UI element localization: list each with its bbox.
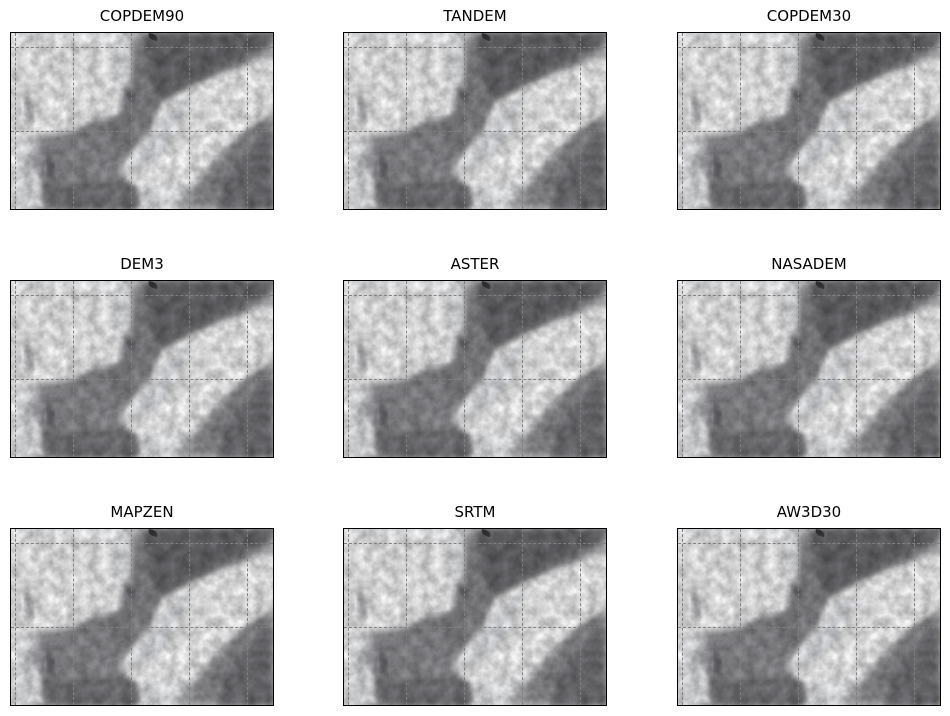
gridline — [348, 33, 349, 209]
hillshade-map — [343, 528, 607, 706]
gridline — [11, 47, 273, 48]
gridline — [406, 281, 407, 457]
hillshade-map — [343, 280, 607, 458]
gridline — [73, 281, 74, 457]
gridline — [678, 295, 940, 296]
gridline — [522, 281, 523, 457]
gridline — [678, 627, 940, 628]
panel-dem3: DEM3 — [10, 255, 274, 458]
gridline — [11, 627, 273, 628]
hillshade-map — [10, 528, 274, 706]
hillshade-map — [10, 280, 274, 458]
gridline — [464, 281, 465, 457]
gridline — [189, 33, 190, 209]
gridline — [580, 281, 581, 457]
gridline — [344, 295, 606, 296]
gridline — [344, 543, 606, 544]
gridline — [11, 379, 273, 380]
gridline — [856, 281, 857, 457]
gridline — [798, 33, 799, 209]
gridline — [11, 131, 273, 132]
gridline — [131, 529, 132, 705]
gridline — [131, 33, 132, 209]
panel-title: SRTM — [454, 503, 496, 521]
gridline — [15, 529, 16, 705]
panel-title: ASTER — [450, 255, 500, 273]
gridline — [189, 281, 190, 457]
gridline — [406, 529, 407, 705]
gridline — [798, 281, 799, 457]
panel-mapzen: MAPZEN — [10, 503, 274, 706]
gridline — [740, 529, 741, 705]
panel-title: AW3D30 — [776, 503, 842, 521]
hillshade-map — [677, 32, 941, 210]
gridline — [682, 281, 683, 457]
panel-title: MAPZEN — [110, 503, 174, 521]
gridline — [247, 529, 248, 705]
gridline — [856, 529, 857, 705]
gridline — [798, 529, 799, 705]
gridline — [580, 529, 581, 705]
gridline — [678, 47, 940, 48]
panel-title: COPDEM30 — [766, 7, 852, 25]
gridline — [856, 33, 857, 209]
gridline — [344, 47, 606, 48]
gridline — [522, 33, 523, 209]
gridline — [15, 33, 16, 209]
panel-copdem90: COPDEM90 — [10, 7, 274, 210]
gridline — [740, 281, 741, 457]
hillshade-map — [677, 280, 941, 458]
panel-aster: ASTER — [343, 255, 607, 458]
gridline — [464, 529, 465, 705]
hillshade-map — [343, 32, 607, 210]
gridline — [678, 543, 940, 544]
gridline — [344, 379, 606, 380]
gridline — [11, 295, 273, 296]
gridline — [678, 379, 940, 380]
panel-aw3d30: AW3D30 — [677, 503, 941, 706]
gridline — [464, 33, 465, 209]
panel-tandem: TANDEM — [343, 7, 607, 210]
gridline — [682, 529, 683, 705]
gridline — [406, 33, 407, 209]
panel-title: COPDEM90 — [99, 7, 185, 25]
gridline — [247, 281, 248, 457]
hillshade-map — [10, 32, 274, 210]
gridline — [131, 281, 132, 457]
gridline — [344, 627, 606, 628]
hillshade-map — [677, 528, 941, 706]
gridline — [189, 529, 190, 705]
gridline — [678, 131, 940, 132]
panel-title: DEM3 — [120, 255, 164, 273]
gridline — [580, 33, 581, 209]
gridline — [11, 543, 273, 544]
gridline — [247, 33, 248, 209]
panel-copdem30: COPDEM30 — [677, 7, 941, 210]
panel-nasadem: NASADEM — [677, 255, 941, 458]
gridline — [348, 281, 349, 457]
gridline — [73, 529, 74, 705]
gridline — [73, 33, 74, 209]
gridline — [914, 529, 915, 705]
gridline — [682, 33, 683, 209]
panel-srtm: SRTM — [343, 503, 607, 706]
gridline — [914, 281, 915, 457]
gridline — [740, 33, 741, 209]
gridline — [914, 33, 915, 209]
gridline — [348, 529, 349, 705]
gridline — [344, 131, 606, 132]
panel-title: NASADEM — [771, 255, 847, 273]
panel-title: TANDEM — [443, 7, 507, 25]
gridline — [15, 281, 16, 457]
gridline — [522, 529, 523, 705]
